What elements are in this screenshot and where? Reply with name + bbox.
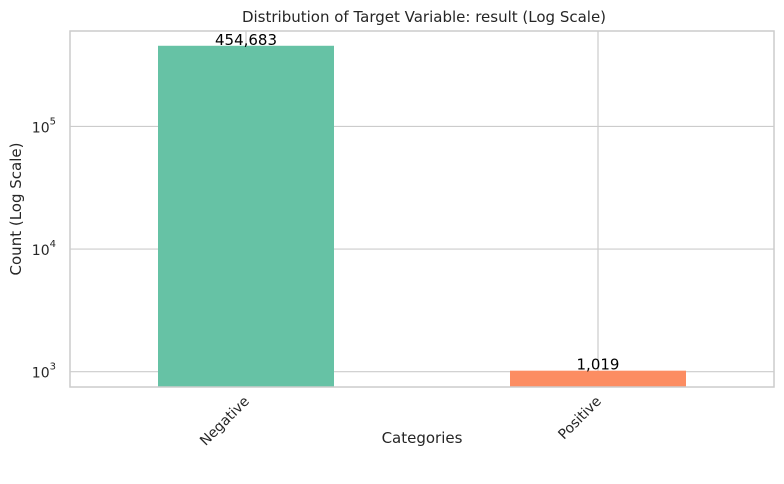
- bar-positive: [510, 370, 686, 387]
- data-label-positive: 1,019: [577, 356, 620, 374]
- bars: [158, 45, 686, 387]
- bar-negative: [158, 45, 334, 387]
- y-axis-label: Count (Log Scale): [7, 143, 25, 276]
- chart-title: Distribution of Target Variable: result …: [242, 8, 606, 26]
- y-axis-ticks: 103 104 105: [32, 116, 56, 381]
- y-tick-label-0: 103: [32, 362, 56, 382]
- x-tick-label-negative: Negative: [197, 394, 253, 450]
- plot-frame: [69, 30, 775, 388]
- data-label-negative: 454,683: [215, 31, 277, 49]
- x-tick-label-positive: Positive: [555, 394, 604, 443]
- y-tick-label-1: 104: [32, 239, 56, 259]
- y-tick-label-2: 105: [32, 116, 56, 136]
- x-axis-label: Categories: [382, 429, 463, 447]
- bar-data-labels: 454,683 1,019: [215, 31, 619, 374]
